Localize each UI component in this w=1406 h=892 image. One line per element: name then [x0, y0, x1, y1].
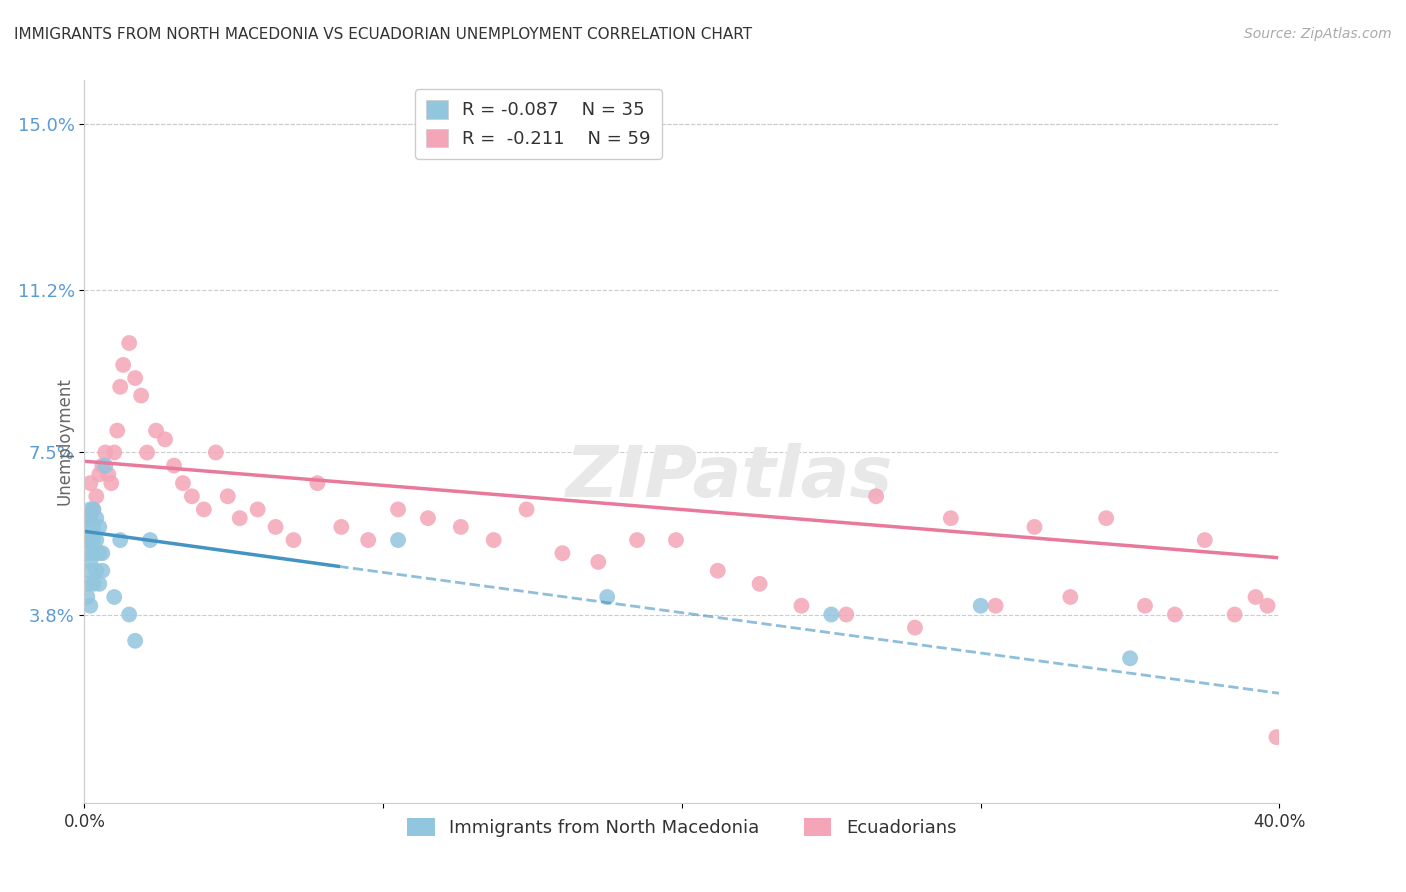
Point	[139, 533, 162, 547]
Point	[588, 555, 610, 569]
Point	[86, 511, 108, 525]
Point	[1244, 590, 1267, 604]
Point	[89, 520, 111, 534]
Point	[181, 489, 204, 503]
Point	[82, 546, 104, 560]
Point	[76, 577, 98, 591]
Point	[91, 564, 114, 578]
Point	[665, 533, 688, 547]
Point	[89, 577, 111, 591]
Legend: Immigrants from North Macedonia, Ecuadorians: Immigrants from North Macedonia, Ecuador…	[401, 811, 963, 845]
Point	[97, 467, 120, 482]
Point	[939, 511, 962, 525]
Point	[79, 476, 101, 491]
Point	[820, 607, 842, 622]
Point	[110, 380, 132, 394]
Point	[707, 564, 730, 578]
Point	[904, 621, 927, 635]
Point	[330, 520, 353, 534]
Point	[790, 599, 813, 613]
Point	[110, 533, 132, 547]
Point	[91, 546, 114, 560]
Point	[283, 533, 305, 547]
Point	[82, 577, 104, 591]
Point	[86, 564, 108, 578]
Point	[103, 590, 125, 604]
Point	[1223, 607, 1246, 622]
Point	[551, 546, 574, 560]
Point	[118, 336, 141, 351]
Y-axis label: Unemployment: Unemployment	[55, 377, 73, 506]
Point	[387, 533, 409, 547]
Point	[89, 546, 111, 560]
Point	[118, 607, 141, 622]
Point	[105, 424, 128, 438]
Point	[79, 533, 101, 547]
Point	[79, 599, 101, 613]
Point	[76, 520, 98, 534]
Point	[163, 458, 186, 473]
Point	[153, 433, 176, 447]
Point	[103, 445, 125, 459]
Point	[172, 476, 194, 491]
Point	[76, 511, 98, 525]
Point	[79, 511, 101, 525]
Point	[1059, 590, 1081, 604]
Point	[387, 502, 409, 516]
Point	[516, 502, 538, 516]
Point	[94, 458, 117, 473]
Point	[112, 358, 135, 372]
Point	[124, 371, 146, 385]
Point	[596, 590, 619, 604]
Point	[76, 533, 98, 547]
Point	[228, 511, 252, 525]
Point	[1164, 607, 1187, 622]
Point	[1194, 533, 1216, 547]
Point	[76, 546, 98, 560]
Point	[357, 533, 380, 547]
Point	[91, 458, 114, 473]
Point	[865, 489, 887, 503]
Point	[193, 502, 215, 516]
Point	[129, 388, 152, 402]
Point	[89, 467, 111, 482]
Point	[984, 599, 1007, 613]
Point	[748, 577, 770, 591]
Point	[205, 445, 228, 459]
Text: Source: ZipAtlas.com: Source: ZipAtlas.com	[1244, 27, 1392, 41]
Point	[82, 502, 104, 516]
Point	[124, 633, 146, 648]
Point	[835, 607, 858, 622]
Point	[1119, 651, 1142, 665]
Point	[1024, 520, 1046, 534]
Point	[1133, 599, 1156, 613]
Point	[1257, 599, 1279, 613]
Point	[82, 502, 104, 516]
Point	[217, 489, 239, 503]
Point	[416, 511, 439, 525]
Point	[82, 533, 104, 547]
Point	[136, 445, 159, 459]
Point	[100, 476, 122, 491]
Point	[145, 424, 167, 438]
Point	[450, 520, 472, 534]
Point	[94, 445, 117, 459]
Point	[264, 520, 287, 534]
Point	[86, 489, 108, 503]
Point	[79, 564, 101, 578]
Point	[76, 590, 98, 604]
Point	[1095, 511, 1118, 525]
Text: IMMIGRANTS FROM NORTH MACEDONIA VS ECUADORIAN UNEMPLOYMENT CORRELATION CHART: IMMIGRANTS FROM NORTH MACEDONIA VS ECUAD…	[14, 27, 752, 42]
Point	[307, 476, 329, 491]
Point	[79, 502, 101, 516]
Point	[82, 520, 104, 534]
Point	[1265, 730, 1288, 744]
Point	[246, 502, 269, 516]
Point	[86, 533, 108, 547]
Point	[482, 533, 505, 547]
Point	[626, 533, 648, 547]
Point	[79, 555, 101, 569]
Point	[970, 599, 993, 613]
Text: ZIPatlas: ZIPatlas	[567, 443, 893, 512]
